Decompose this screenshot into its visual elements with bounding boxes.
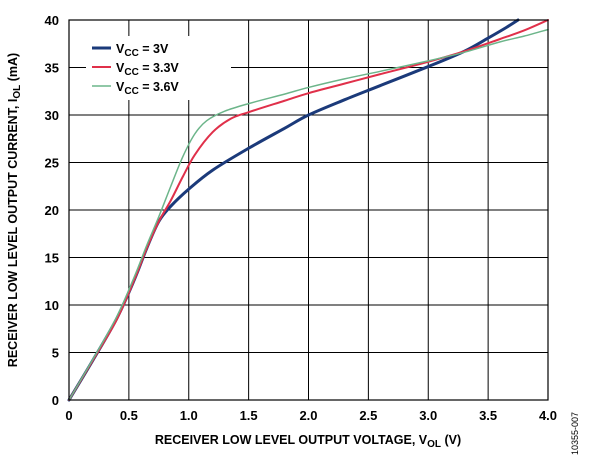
y-axis-label: RECEIVER LOW LEVEL OUTPUT CURRENT, IOL (…: [6, 53, 23, 367]
y-tick-label: 30: [45, 108, 59, 123]
x-tick-label: 1.5: [240, 408, 258, 423]
x-tick-label: 2.5: [359, 408, 377, 423]
legend: VCC = 3V VCC = 3.3V VCC = 3.6V: [86, 36, 231, 100]
series-group: [67, 18, 549, 402]
y-tick-label: 15: [45, 251, 59, 266]
y-tick-labels: 0 5 10 15 20 25 30 35 40: [45, 13, 59, 408]
x-tick-label: 3.0: [419, 408, 437, 423]
y-tick-label: 20: [45, 203, 59, 218]
y-tick-label: 25: [45, 156, 59, 171]
y-tick-label: 0: [52, 393, 59, 408]
legend-entry-3: VCC = 3.6V: [116, 80, 179, 97]
x-tick-label: 0.5: [120, 408, 138, 423]
x-tick-label: 0: [65, 408, 72, 423]
x-tick-label: 4.0: [539, 408, 557, 423]
plot-frame: [68, 19, 549, 401]
x-tick-labels: 0 0.5 1.0 1.5 2.0 2.5 3.0 3.5 4.0: [65, 408, 557, 423]
x-tick-label: 1.0: [180, 408, 198, 423]
x-tick-label: 2.0: [299, 408, 317, 423]
series-line-3: [68, 28, 549, 401]
legend-entry-2: VCC = 3.3V: [116, 61, 179, 78]
figure-id: 10355-007: [570, 412, 580, 455]
y-tick-label: 10: [45, 298, 59, 313]
y-tick-label: 5: [52, 346, 59, 361]
legend-entry-1: VCC = 3V: [116, 42, 169, 59]
grid: [69, 20, 548, 400]
x-tick-label: 3.5: [479, 408, 497, 423]
y-tick-label: 35: [45, 61, 59, 76]
y-tick-label: 40: [45, 13, 59, 28]
x-axis-label: RECEIVER LOW LEVEL OUTPUT VOLTAGE, VOL (…: [155, 433, 461, 450]
